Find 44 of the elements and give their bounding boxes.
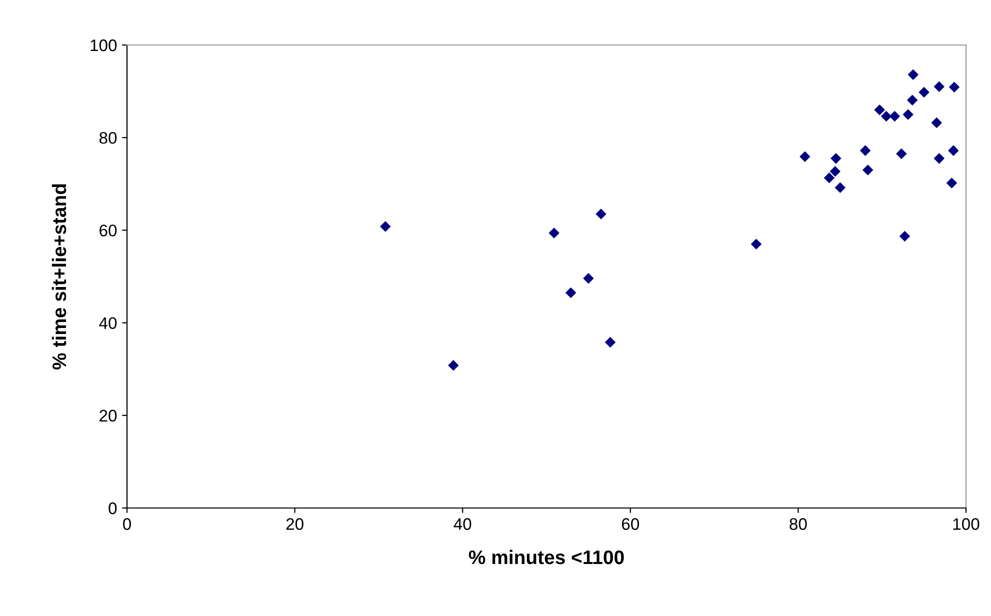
point: [860, 145, 871, 156]
x-tick-label: 0: [123, 518, 131, 530]
y-tick-label: 100: [90, 39, 117, 52]
point: [448, 360, 459, 371]
y-tick-label: 80: [99, 132, 117, 144]
point: [934, 153, 945, 164]
point: [889, 110, 900, 122]
point: [880, 110, 892, 122]
point: [824, 172, 835, 184]
point: [908, 69, 919, 80]
y-axis-title: % time sit+lie+stand: [52, 184, 66, 370]
point: [862, 164, 874, 176]
point: [948, 82, 960, 93]
point: [902, 109, 914, 120]
y-tick-label: 40: [99, 317, 117, 330]
point: [830, 166, 840, 177]
point: [948, 145, 959, 156]
point: [946, 178, 958, 188]
point: [906, 94, 918, 106]
x-tick-label: 80: [790, 518, 807, 530]
point: [548, 228, 560, 238]
x-tick-label: 20: [286, 518, 304, 530]
point: [834, 182, 846, 193]
point: [931, 117, 942, 128]
x-axis-title: % minutes <1100: [468, 550, 624, 564]
y-tick-label: 20: [100, 410, 117, 422]
y-tick-label: 0: [108, 502, 117, 514]
point: [800, 151, 810, 162]
point: [596, 208, 606, 220]
point: [380, 221, 391, 232]
point: [899, 230, 910, 242]
point: [565, 287, 576, 298]
point: [604, 336, 616, 348]
point: [830, 153, 842, 164]
point: [750, 238, 762, 250]
point: [874, 104, 885, 116]
x-tick-label: 60: [622, 518, 640, 530]
point: [934, 81, 945, 92]
y-tick-label: 60: [100, 224, 117, 236]
point: [896, 148, 907, 160]
x-tick-label: 100: [953, 518, 980, 530]
point: [918, 86, 930, 98]
x-tick-label: 40: [454, 518, 472, 530]
point: [583, 272, 594, 284]
